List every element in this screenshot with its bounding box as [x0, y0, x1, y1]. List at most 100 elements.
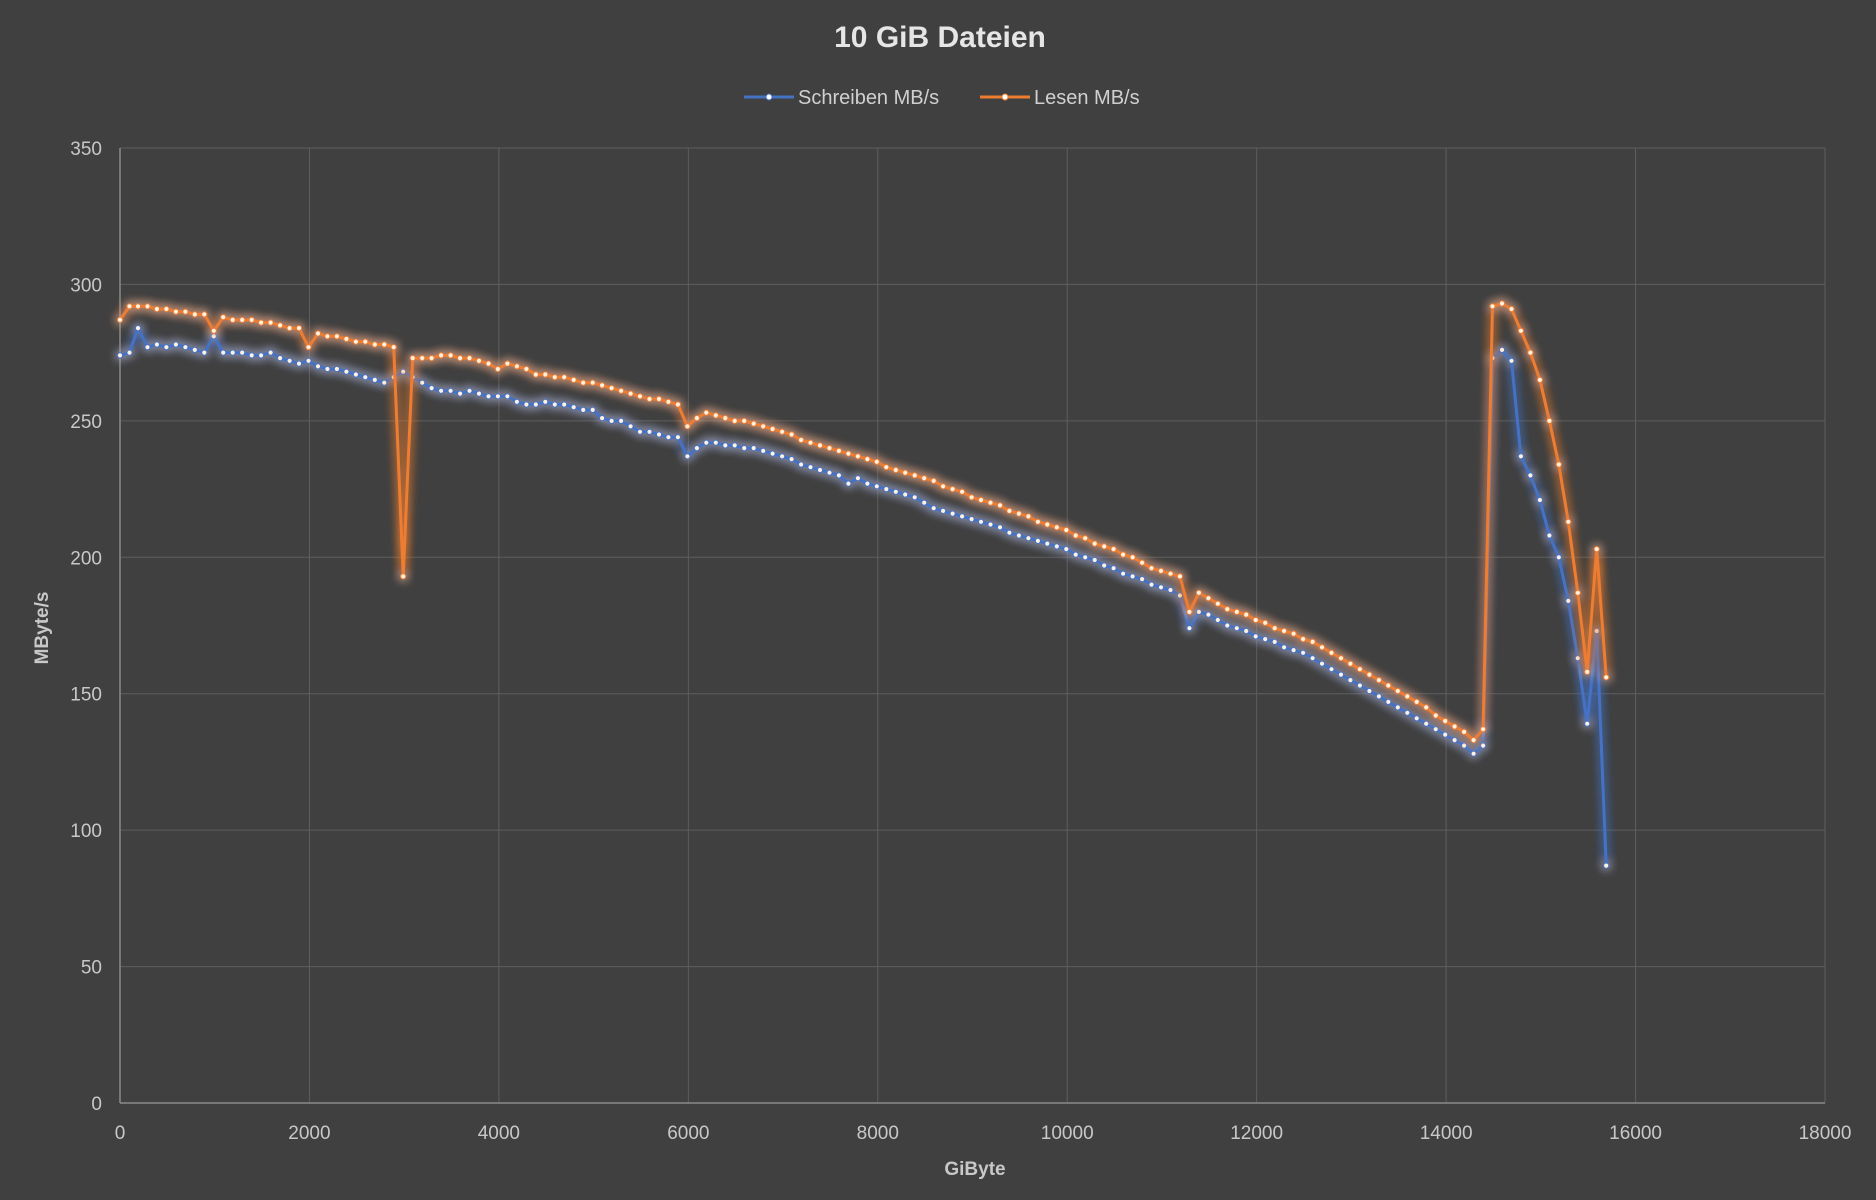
data-point-lesen — [902, 469, 909, 476]
data-point-lesen — [854, 453, 862, 460]
data-point-schreiben — [220, 349, 227, 356]
data-point-lesen — [835, 447, 843, 454]
data-point-schreiben — [1536, 496, 1544, 504]
data-point-lesen — [1309, 638, 1316, 646]
data-point-lesen — [447, 352, 454, 359]
data-point-schreiben — [996, 524, 1004, 531]
data-point-schreiben — [314, 363, 322, 370]
data-point-schreiben — [1593, 627, 1600, 635]
data-point-lesen — [1517, 327, 1525, 334]
data-point-lesen — [201, 311, 208, 318]
data-point-schreiben — [1006, 529, 1013, 536]
data-point-schreiben — [466, 387, 473, 394]
data-point-schreiben — [816, 466, 824, 474]
data-point-schreiben — [475, 390, 483, 397]
data-point-schreiben — [1195, 608, 1203, 616]
data-point-lesen — [646, 395, 653, 403]
data-point-schreiben — [618, 417, 625, 424]
data-point-lesen — [134, 303, 142, 310]
data-point-schreiben — [674, 434, 682, 441]
data-point-schreiben — [1271, 638, 1278, 646]
data-point-lesen — [1375, 677, 1383, 684]
data-point-lesen — [1470, 737, 1477, 744]
data-point-schreiben — [1603, 862, 1610, 869]
data-point-lesen — [438, 352, 445, 359]
data-point-schreiben — [381, 379, 388, 386]
data-point-schreiben — [324, 365, 331, 373]
data-point-schreiben — [835, 472, 843, 479]
data-point-lesen — [1214, 600, 1221, 607]
data-point-schreiben — [636, 428, 644, 435]
data-point-lesen — [1252, 616, 1259, 624]
data-point-schreiben — [277, 355, 284, 362]
data-point-schreiben — [977, 518, 985, 525]
data-point-schreiben — [1243, 627, 1250, 635]
data-point-schreiben — [854, 475, 862, 482]
data-point-schreiben — [1252, 633, 1259, 640]
data-point-lesen — [693, 415, 701, 422]
data-point-schreiben — [968, 516, 975, 523]
data-point-lesen — [1091, 540, 1098, 547]
data-point-lesen — [1546, 417, 1553, 424]
data-point-lesen — [1536, 376, 1544, 383]
data-point-schreiben — [987, 521, 994, 528]
data-point-schreiben — [864, 480, 871, 487]
data-point-schreiben — [741, 445, 748, 452]
chart-title: 10 GiB Dateien — [834, 21, 1046, 54]
data-point-schreiben — [1044, 540, 1051, 547]
data-point-lesen — [1271, 625, 1278, 632]
data-point-lesen — [1006, 507, 1013, 514]
data-point-schreiben — [703, 439, 710, 446]
x-tick-label: 14000 — [1420, 1123, 1473, 1144]
data-point-lesen — [1233, 608, 1240, 616]
data-point-lesen — [381, 341, 388, 348]
data-point-lesen — [1593, 546, 1600, 553]
data-point-lesen — [779, 428, 786, 435]
data-point-schreiben — [1356, 682, 1364, 689]
data-point-schreiben — [655, 431, 663, 438]
y-tick-label: 350 — [70, 139, 102, 160]
data-point-lesen — [608, 385, 615, 392]
data-point-lesen — [286, 325, 293, 332]
data-point-lesen — [1082, 535, 1089, 542]
data-point-lesen — [731, 417, 738, 424]
data-point-lesen — [371, 341, 378, 348]
data-point-lesen — [1337, 655, 1345, 662]
data-point-lesen — [1053, 524, 1060, 531]
data-point-schreiben — [286, 357, 293, 364]
data-point-lesen — [949, 486, 956, 493]
data-point-lesen — [1366, 671, 1373, 678]
data-point-schreiben — [1157, 584, 1165, 591]
data-point-lesen — [1072, 532, 1079, 539]
data-point-lesen — [1404, 693, 1411, 700]
data-point-lesen — [798, 436, 805, 444]
x-tick-label: 6000 — [667, 1123, 709, 1144]
data-point-lesen — [428, 355, 435, 362]
data-point-lesen — [305, 344, 312, 351]
data-point-schreiben — [1082, 554, 1089, 561]
data-point-schreiben — [1129, 573, 1136, 580]
data-point-schreiben — [163, 344, 170, 351]
data-point-lesen — [940, 483, 947, 490]
data-point-lesen — [816, 442, 824, 449]
data-point-schreiben — [513, 398, 521, 405]
data-point-lesen — [807, 439, 814, 446]
legend-label: Schreiben MB/s — [798, 87, 939, 109]
x-tick-label: 18000 — [1799, 1123, 1852, 1144]
data-point-lesen — [722, 415, 729, 422]
data-point-lesen — [409, 355, 416, 362]
data-point-schreiben — [731, 442, 738, 449]
data-point-schreiben — [769, 450, 776, 457]
data-point-schreiben — [1063, 546, 1070, 553]
data-point-schreiben — [892, 488, 899, 495]
data-point-lesen — [712, 412, 719, 419]
data-point-schreiben — [1337, 671, 1345, 678]
data-point-lesen — [1139, 559, 1146, 566]
data-point-schreiben — [646, 428, 653, 435]
data-point-schreiben — [807, 464, 814, 471]
data-point-schreiben — [248, 352, 255, 359]
data-point-lesen — [1044, 521, 1051, 528]
data-point-lesen — [570, 376, 577, 383]
data-point-lesen — [1205, 595, 1212, 602]
data-point-lesen — [1432, 712, 1439, 719]
